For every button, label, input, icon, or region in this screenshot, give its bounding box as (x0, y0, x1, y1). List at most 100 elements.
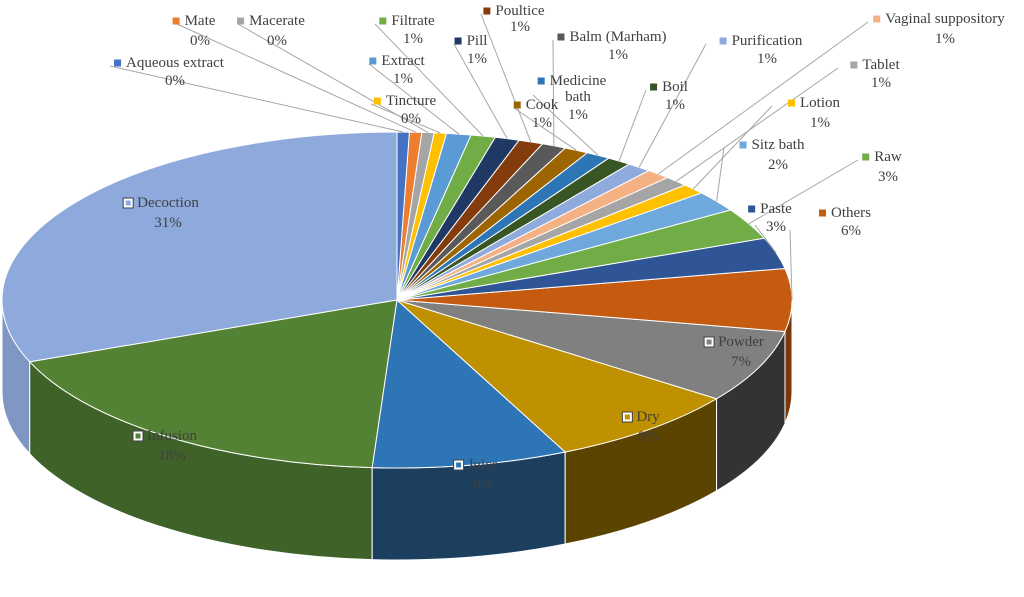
slice-decoction[interactable] (1, 131, 398, 363)
label-value: 0% (401, 111, 421, 127)
label-name: Infusion (147, 428, 197, 444)
label-value: 1% (608, 47, 628, 63)
legend-swatch-mate (172, 17, 180, 25)
label-name: Mate (185, 13, 216, 29)
label-value: 0% (190, 33, 210, 49)
slice-infusion[interactable] (28, 299, 398, 469)
label-filtrate: Filtrate 1% (379, 13, 435, 47)
label-name: Sitz bath (752, 137, 805, 153)
label-name: Balm (Marham) (569, 29, 666, 45)
label-powder: Powder 7% (703, 334, 764, 370)
label-name: Vaginal suppository (885, 11, 1005, 27)
label-name: Others (831, 205, 871, 221)
label-name: Juice (468, 457, 499, 473)
slice-juice[interactable] (371, 299, 567, 469)
legend-swatch-decoction (125, 200, 131, 206)
label-value: 8% (473, 477, 493, 493)
leader-purification (638, 43, 707, 168)
legend-swatch-macerate (237, 17, 245, 25)
label-value: 1% (757, 51, 777, 67)
label-name: Purification (732, 33, 803, 49)
leader-cook (513, 107, 577, 151)
label-name: Macerate (249, 13, 305, 29)
legend-swatch-others (819, 209, 826, 217)
legend-swatch-aqueous-extract (114, 59, 122, 67)
label-name: bath (565, 89, 591, 105)
legend-swatch-infusion (135, 433, 141, 439)
label-name: Lotion (800, 95, 840, 111)
label-value: 1% (403, 31, 423, 47)
legend-swatch-balm-marham (557, 33, 565, 41)
legend-swatch-medicine-bath (537, 77, 545, 85)
leader-paste (754, 224, 777, 254)
label-name: Aqueous extract (126, 55, 225, 71)
legend-swatch-pill (454, 37, 462, 45)
leader-lines (109, 13, 869, 301)
legend-swatch-juice (456, 462, 462, 468)
label-others: Others 6% (819, 205, 871, 239)
label-name: Cook (526, 97, 559, 113)
label-name: Boil (662, 79, 688, 95)
slice-powder[interactable] (396, 299, 786, 400)
label-name: Poultice (495, 3, 545, 19)
label-value: 0% (267, 33, 287, 49)
leader-filtrate (374, 23, 484, 137)
legend-swatch-sitz-bath (739, 141, 747, 149)
leader-macerate (237, 23, 429, 133)
leader-tablet (676, 67, 839, 182)
label-vaginal-suppository: Vaginal suppository 1% (873, 11, 1005, 47)
legend-swatch-dry (624, 414, 630, 420)
legend-swatch-vaginal-suppository (873, 15, 881, 23)
label-value: 31% (154, 215, 182, 231)
label-name: Filtrate (391, 13, 435, 29)
label-value: 18% (158, 448, 186, 464)
pie-top-faces (1, 131, 793, 469)
label-name: Decoction (137, 195, 199, 211)
legend-swatch-poultice (483, 7, 491, 15)
label-sitz-bath: Sitz bath 2% (739, 137, 805, 173)
label-cook: Cook 1% (513, 97, 559, 131)
label-value: 1% (665, 97, 685, 113)
slice-dry[interactable] (396, 299, 718, 453)
label-value: 1% (393, 71, 413, 87)
label-name: Tablet (862, 57, 900, 73)
leader-others (789, 229, 793, 301)
leader-lotion (692, 105, 773, 190)
label-lotion: Lotion 1% (788, 95, 840, 131)
label-value: 3% (766, 219, 786, 235)
label-extract: Extract 1% (369, 53, 425, 87)
label-decoction: Decoction 31% (122, 195, 199, 231)
label-mate: Mate 0% (172, 13, 216, 49)
label-value: 8% (638, 429, 658, 445)
legend-swatch-cook (513, 101, 521, 109)
label-aqueous-extract: Aqueous extract 0% (114, 55, 225, 89)
legend-swatch-filtrate (379, 17, 387, 25)
legend-swatch-boil (650, 83, 658, 91)
legend-swatch-raw (862, 153, 870, 161)
label-value: 0% (165, 73, 185, 89)
label-value: 1% (532, 115, 552, 131)
label-boil: Boil 1% (650, 79, 688, 113)
leader-aqueous-extract (109, 65, 404, 133)
legend-swatch-extract (369, 57, 377, 65)
pie-side-walls (1, 299, 793, 561)
legend-swatch-purification (719, 37, 727, 45)
label-purification: Purification 1% (719, 33, 803, 67)
slice-labels: Decoction 31% Infusion 18% Juice 8% Dry 8% Powde… (114, 3, 1005, 493)
label-value: 2% (768, 157, 788, 173)
label-value: 1% (935, 31, 955, 47)
leader-sitz-bath (716, 147, 725, 202)
legend-swatch-powder (706, 339, 712, 345)
label-name: Dry (636, 409, 660, 425)
leader-tincture (370, 103, 441, 134)
label-value: 1% (467, 51, 487, 67)
label-name: Powder (718, 334, 764, 350)
leader-balm-marham (552, 39, 555, 146)
leader-poultice (480, 13, 532, 143)
label-value: 1% (810, 115, 830, 131)
legend-swatch-tincture (373, 97, 381, 105)
leader-raw (748, 159, 859, 225)
